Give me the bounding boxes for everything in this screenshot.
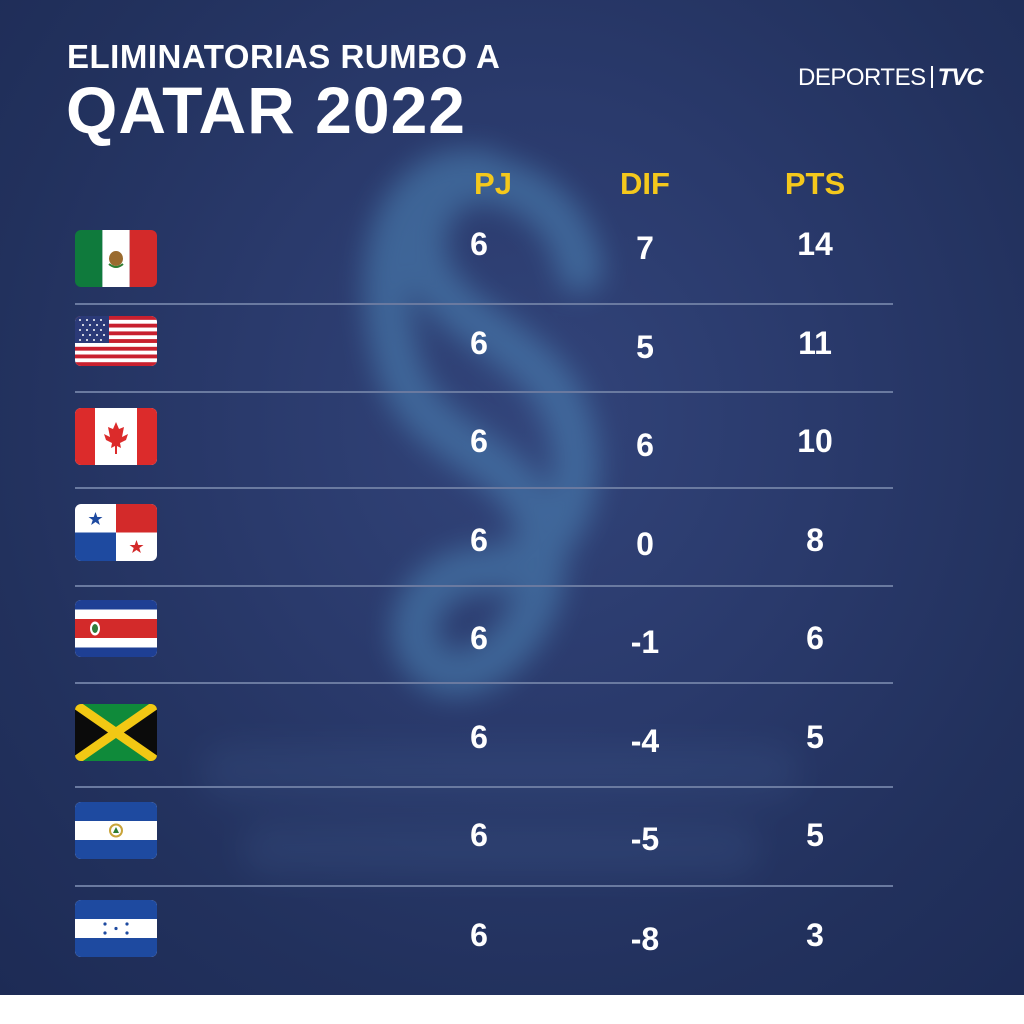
bottom-border bbox=[0, 995, 1024, 1024]
title-line-1: ELIMINATORIAS RUMBO A bbox=[67, 38, 501, 75]
row-divider bbox=[75, 682, 893, 684]
deportes-tvc-logo: DEPORTES TVC bbox=[798, 64, 984, 92]
table-cell-pj: 6 bbox=[470, 719, 488, 755]
usa-flag-icon bbox=[75, 316, 157, 366]
panama-flag-icon bbox=[75, 504, 157, 561]
table-cell-dif: -1 bbox=[630, 624, 660, 660]
table-cell-dif: -4 bbox=[630, 723, 660, 759]
standings-card: ELIMINATORIAS RUMBO A QATAR 2022 DEPORTE… bbox=[0, 0, 1024, 995]
table-cell-pts: 10 bbox=[797, 423, 833, 459]
row-divider bbox=[75, 786, 893, 788]
table-cell-dif: 7 bbox=[636, 230, 654, 266]
table-cell-pts: 5 bbox=[806, 817, 824, 853]
table-cell-pts: 8 bbox=[806, 522, 824, 558]
row-divider bbox=[75, 585, 893, 587]
table-cell-pts: 5 bbox=[806, 719, 824, 755]
page-title: QATAR 2022 bbox=[66, 73, 467, 147]
table-cell-pj: 6 bbox=[470, 522, 488, 558]
mexico-flag-icon bbox=[75, 230, 157, 287]
table-cell-pj: 6 bbox=[470, 325, 488, 361]
table-cell-dif: 5 bbox=[636, 329, 654, 365]
logo-text: DEPORTES bbox=[798, 64, 926, 91]
row-divider bbox=[75, 885, 893, 887]
table-cell-pj: 6 bbox=[470, 226, 488, 262]
el-salvador-flag-icon bbox=[75, 802, 157, 859]
background-wordmark bbox=[180, 730, 820, 900]
table-cell-pj: 6 bbox=[470, 620, 488, 656]
table-cell-pj: 6 bbox=[470, 917, 488, 953]
table-cell-dif: -8 bbox=[630, 921, 660, 957]
background-emblem bbox=[364, 150, 603, 697]
canada-flag-icon bbox=[75, 408, 157, 465]
column-header-pts: PTS bbox=[784, 166, 846, 201]
row-divider bbox=[75, 487, 893, 489]
honduras-flag-icon bbox=[75, 900, 157, 957]
logo-brand: TVC bbox=[937, 64, 984, 91]
table-cell-dif: 0 bbox=[636, 526, 654, 562]
costa-rica-flag-icon bbox=[75, 600, 157, 657]
logo-divider bbox=[930, 66, 933, 88]
column-header-dif: DIF bbox=[620, 166, 670, 201]
table-cell-pj: 6 bbox=[470, 423, 488, 459]
table-cell-dif: -5 bbox=[630, 821, 660, 857]
table-cell-pts: 6 bbox=[806, 620, 824, 656]
row-divider bbox=[75, 303, 893, 305]
table-cell-pts: 14 bbox=[797, 226, 833, 262]
table-cell-pts: 11 bbox=[798, 325, 832, 361]
table-cell-pts: 3 bbox=[806, 917, 824, 953]
jamaica-flag-icon bbox=[75, 704, 157, 761]
row-divider bbox=[75, 391, 893, 393]
table-cell-pj: 6 bbox=[470, 817, 488, 853]
column-header-pj: PJ bbox=[474, 166, 512, 201]
table-cell-dif: 6 bbox=[636, 427, 654, 463]
